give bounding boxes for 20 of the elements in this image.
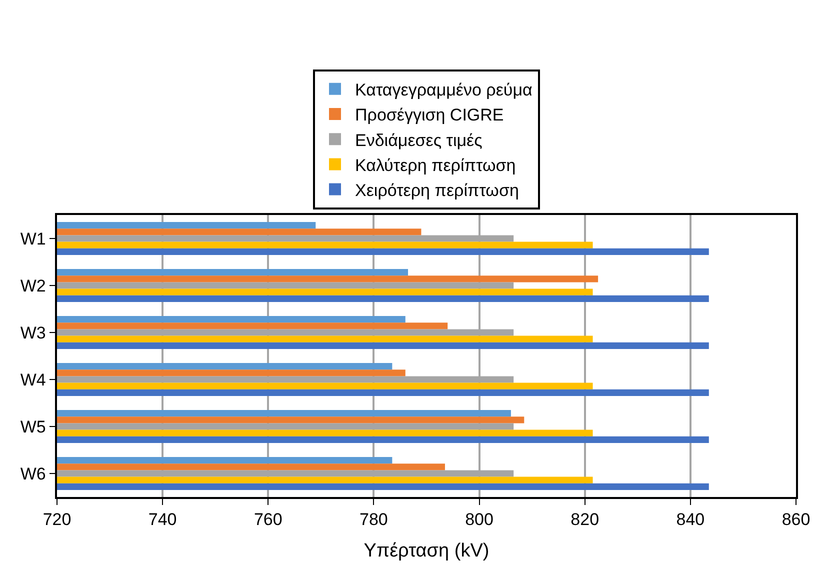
legend-label: Χειρότερη περίπτωση — [355, 180, 519, 200]
x-tick-label: 740 — [148, 510, 177, 530]
y-tick-label: W3 — [20, 323, 46, 342]
legend-label: Προσέγγιση CIGRE — [355, 106, 504, 125]
x-tick-label: 860 — [782, 510, 810, 530]
legend-label: Ενδιάμεσες τιμές — [355, 130, 482, 150]
legend-label: Καλύτερη περίπτωση — [355, 156, 516, 175]
x-tick-label: 720 — [42, 510, 72, 530]
x-tick-label: 800 — [465, 510, 494, 530]
legend-label: Καταγεγραμμένο ρεύμα — [355, 80, 533, 100]
x-axis-title: Υπέρταση (kV) — [364, 540, 490, 562]
y-tick-label: W6 — [20, 464, 46, 484]
x-tick-label: 820 — [570, 510, 600, 530]
x-tick-label: 760 — [254, 510, 282, 530]
y-tick-label: W2 — [20, 276, 46, 296]
y-tick-label: W5 — [20, 417, 46, 436]
y-tick-label: W1 — [20, 229, 46, 248]
x-tick-label: 840 — [676, 510, 705, 530]
y-tick-label: W4 — [20, 370, 46, 390]
x-tick-label: 780 — [360, 510, 388, 530]
